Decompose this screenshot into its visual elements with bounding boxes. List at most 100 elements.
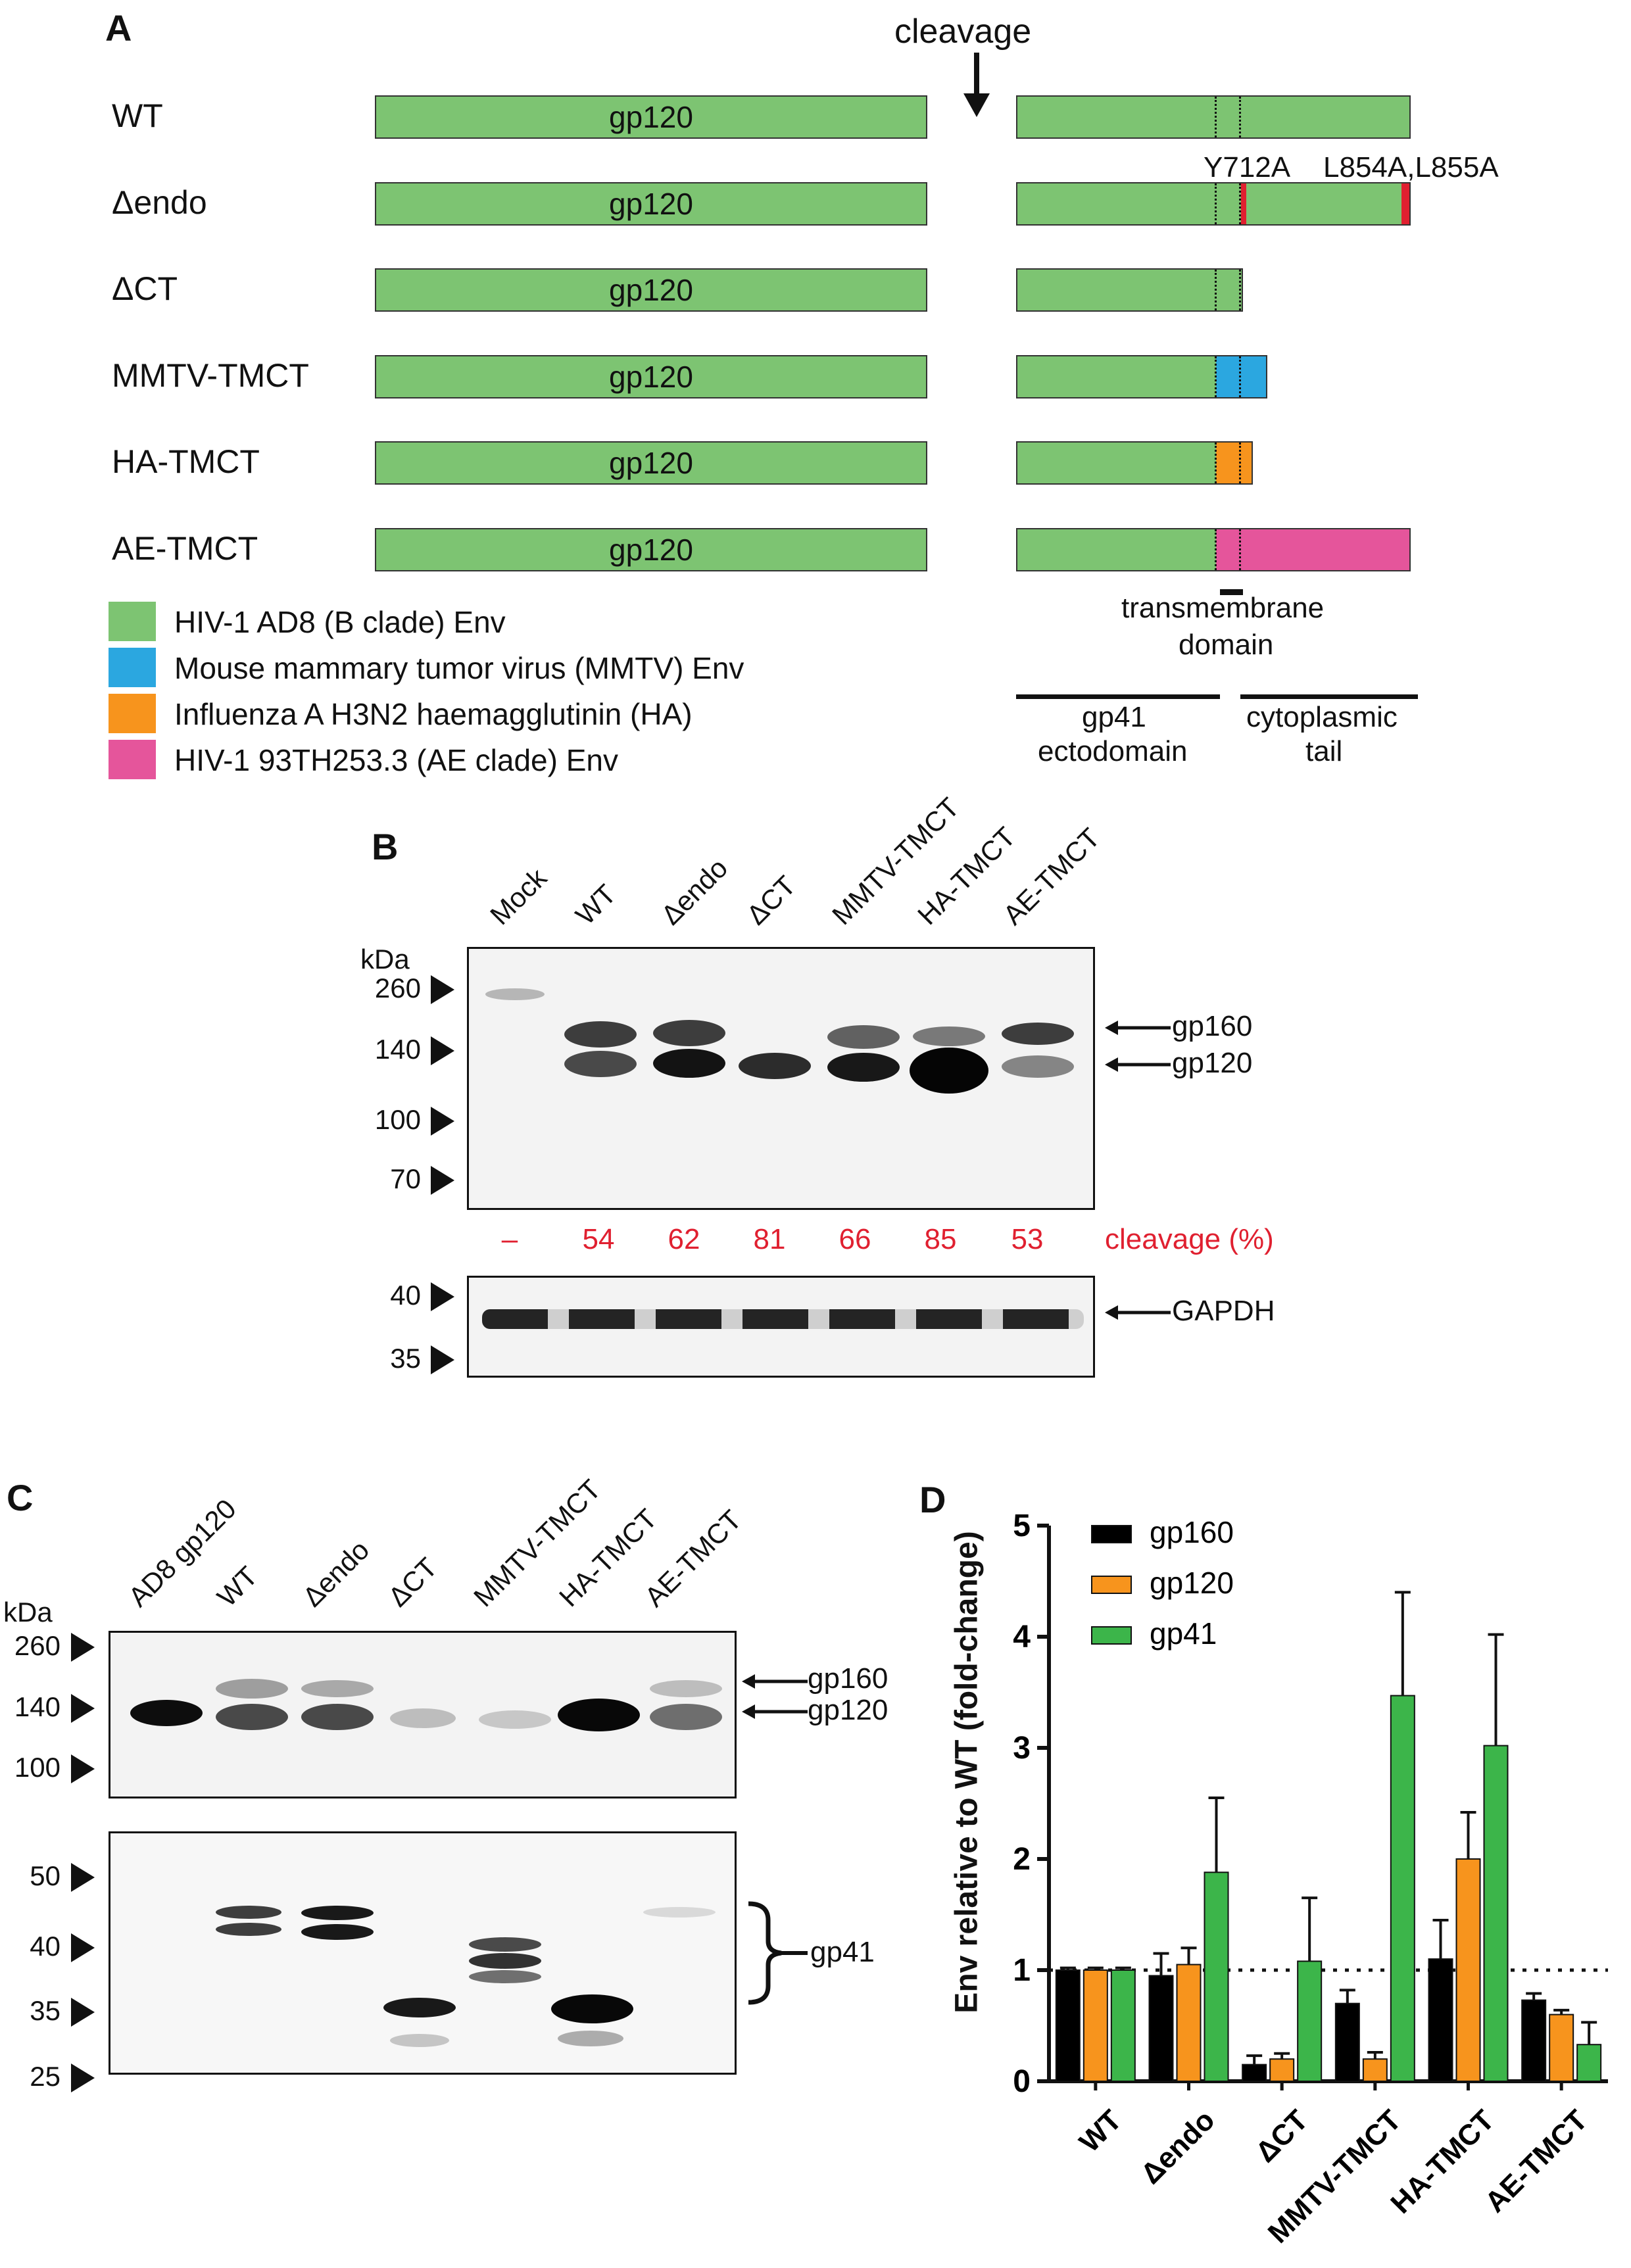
band-gp41-wt-2	[216, 1923, 281, 1936]
band-mmtv-gp160	[827, 1025, 900, 1049]
y-tick-label: 4	[1013, 1620, 1031, 1654]
marker-triangle-icon	[71, 1998, 95, 2027]
bar-gp120	[1083, 1969, 1108, 2082]
tm-boundary-left	[1215, 183, 1217, 224]
panel-c-marker-label: 35	[30, 1995, 61, 2026]
panel-b-marker-label: 35	[390, 1343, 421, 1374]
panel-c-lane-label: WT	[211, 1560, 264, 1613]
bar-gp160	[1148, 1975, 1174, 2083]
band-gp41-dendo-1	[301, 1906, 374, 1920]
band-gp41-ha-faint	[558, 2031, 623, 2046]
gp41-domain	[1016, 95, 1411, 139]
ae-tmct-segment	[1216, 529, 1409, 570]
gp41-domain	[1016, 528, 1411, 571]
x-tick-label: Δendo	[1134, 2104, 1221, 2190]
legend-swatch-gp41	[1091, 1626, 1132, 1645]
marker-triangle-icon	[431, 975, 454, 1004]
bar-gp120	[1362, 2058, 1388, 2083]
panel-b-lane-label: ΔCT	[741, 869, 802, 931]
gapdh-arrow-icon	[1105, 1305, 1171, 1320]
bar-gp160	[1242, 2063, 1267, 2083]
gp41-domain	[1016, 182, 1411, 226]
marker-triangle-icon	[431, 1345, 454, 1374]
gp120-domain: gp120	[375, 441, 927, 485]
band-dendo-gp120	[653, 1049, 725, 1078]
y712a-label: Y712A	[1204, 151, 1291, 183]
gp120-domain: gp120	[375, 268, 927, 312]
construct-name: WT	[112, 97, 163, 134]
marker-triangle-icon	[431, 1282, 454, 1311]
panel-c-marker-label: 25	[30, 2061, 61, 2092]
legend-text: Mouse mammary tumor virus (MMTV) Env	[174, 651, 744, 685]
band-gp41-mmtv-1	[469, 1937, 541, 1952]
bar-gp41	[1204, 1871, 1229, 2083]
gp120-arrow-icon	[1105, 1057, 1171, 1072]
band-ae-gp160	[1002, 1023, 1074, 1045]
band-gp41-dendo-2	[301, 1924, 374, 1940]
panel-b-letter: B	[372, 826, 399, 867]
legend-text: HIV-1 AD8 (B clade) Env	[174, 605, 506, 639]
bar-gp160	[1521, 1999, 1547, 2083]
panel-c-lane-label: ΔCT	[382, 1551, 443, 1613]
bar-gp41	[1576, 2044, 1602, 2082]
panel-c-letter: C	[7, 1477, 34, 1518]
cleavage-value: 81	[753, 1223, 786, 1255]
band-c-ha-gp120	[558, 1699, 640, 1731]
bar-gp120	[1176, 1964, 1202, 2082]
bar-gp160	[1334, 2002, 1360, 2083]
panel-c-gp160-arrow-icon	[742, 1674, 808, 1689]
band-gp41-mmtv-3	[469, 1970, 541, 1983]
y-tick-label: 5	[1013, 1508, 1031, 1543]
band-c-dct-gp120	[390, 1708, 456, 1728]
bar-gp120	[1269, 2058, 1295, 2083]
band-c-dendo-gp160	[301, 1680, 374, 1697]
panel-b-lane-label: Δendo	[655, 852, 734, 931]
panel-c-marker-label: 50	[30, 1860, 61, 1891]
construct-name: ΔCT	[112, 270, 178, 307]
y-tick-label: 3	[1013, 1731, 1031, 1766]
bar-gp41	[1110, 1969, 1136, 2082]
panel-c-gp120-arrow-icon	[742, 1704, 808, 1719]
band-c-wt-gp120	[216, 1704, 288, 1730]
panel-b-marker-label: 100	[374, 1104, 421, 1135]
band-gp41-wt-1	[216, 1906, 281, 1919]
band-gp41-mmtv-2	[469, 1953, 541, 1969]
band-c-wt-gp160	[216, 1679, 288, 1699]
band-wt-gp120	[564, 1051, 637, 1077]
gp41-label-line2: ectodomain	[1038, 735, 1188, 767]
gp120-domain: gp120	[375, 355, 927, 398]
panel-b-env-blot	[467, 947, 1095, 1210]
bar-gp120	[1455, 1858, 1481, 2082]
marker-triangle-icon	[71, 1863, 95, 1892]
y-tick-label: 1	[1013, 1953, 1031, 1988]
legend-label: gp120	[1150, 1566, 1234, 1600]
tm-boundary-right	[1239, 97, 1241, 137]
legend-label: gp41	[1150, 1616, 1217, 1651]
gp120-domain: gp120	[375, 528, 927, 571]
legend-swatch-gp120	[1091, 1576, 1132, 1594]
cleavage-value: 62	[668, 1223, 700, 1255]
gp160-arrow-icon	[1105, 1021, 1171, 1035]
legend-swatch	[109, 602, 156, 641]
cleavage-value: –	[501, 1223, 518, 1255]
gp41-label: gp41	[810, 1936, 875, 1968]
legend-swatch	[109, 740, 156, 779]
construct-name: AE-TMCT	[112, 530, 258, 567]
x-tick-label: ΔCT	[1250, 2104, 1315, 2169]
tm-boundary-left	[1215, 529, 1217, 570]
cleavage-value: 53	[1011, 1223, 1044, 1255]
gp41-domain	[1016, 355, 1267, 398]
y-tick-label: 0	[1013, 2064, 1031, 2099]
panel-b-marker-label: 140	[374, 1034, 421, 1065]
panel-c-marker-label: 140	[14, 1691, 61, 1722]
y-tick-label: 2	[1013, 1842, 1031, 1877]
bar-gp120	[1549, 2014, 1574, 2082]
cleavage-value: 66	[839, 1223, 871, 1255]
legend-swatch	[109, 648, 156, 687]
band-gp41-ae	[643, 1907, 716, 1918]
ha-tmct-segment	[1216, 443, 1252, 483]
tm-boundary-right	[1239, 356, 1241, 397]
marker-triangle-icon	[71, 1633, 95, 1662]
x-tick-label: WT	[1073, 2104, 1128, 2158]
bar-gp160	[1428, 1958, 1453, 2082]
